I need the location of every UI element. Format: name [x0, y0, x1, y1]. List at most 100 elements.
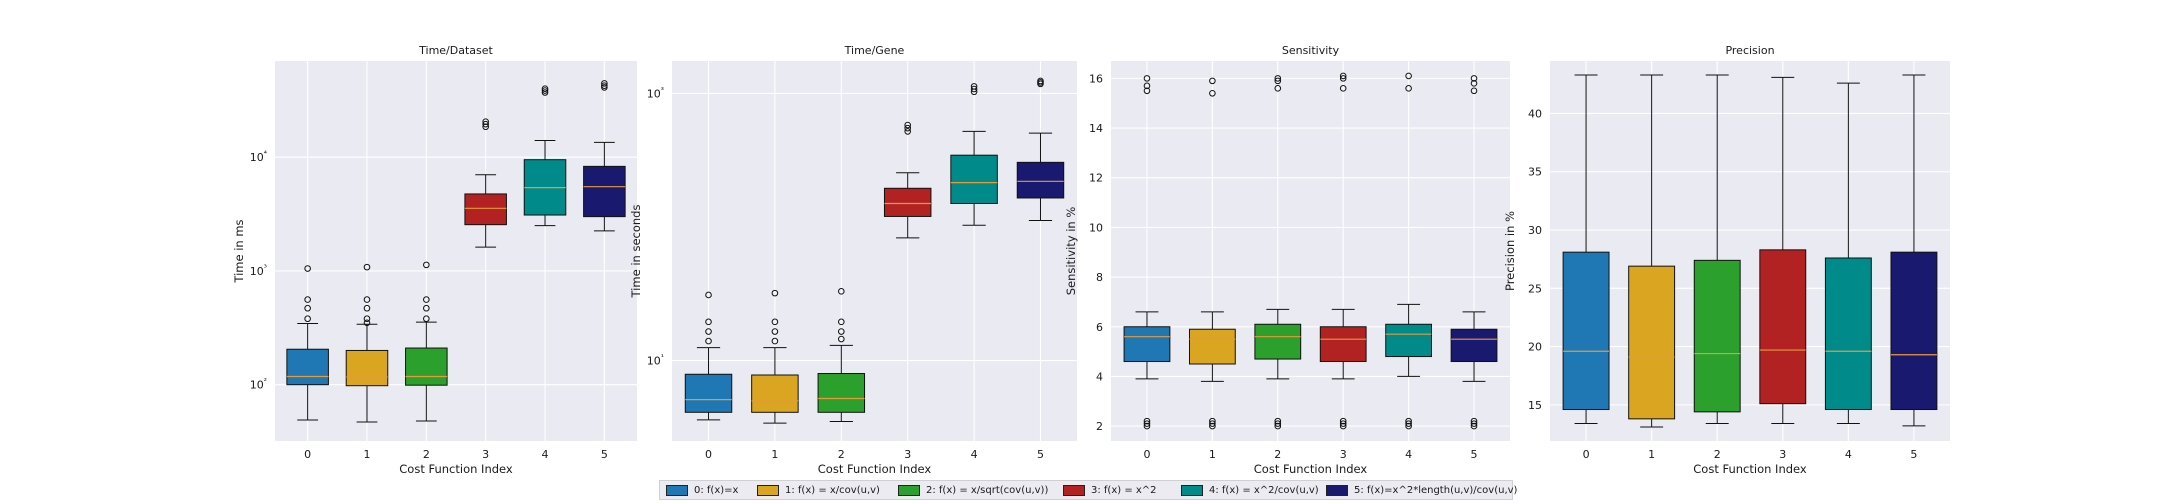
outlier-point: [1405, 85, 1412, 92]
x-tick-label: 3: [1340, 448, 1347, 461]
box-5: [583, 80, 626, 232]
outlier-point: [1209, 420, 1216, 427]
outlier-point: [904, 124, 911, 132]
iqr-box: [464, 193, 507, 226]
y-axis-label: Sensitivity in %: [1064, 207, 1078, 296]
x-tick-label: 0: [705, 448, 712, 461]
legend-item-5: 5: f(x)=x^2*length(u,v)/cov(u,v): [1326, 484, 1517, 497]
outlier-point: [1274, 75, 1282, 82]
outlier-point: [363, 315, 371, 323]
outlier-point: [705, 328, 712, 335]
box-4: [950, 83, 998, 226]
legend-swatch: [1063, 485, 1085, 496]
x-tick-label: 4: [542, 448, 549, 461]
chart-title: Sensitivity: [1282, 44, 1340, 57]
x-tick-label: 3: [1779, 448, 1786, 461]
outlier-point: [482, 118, 489, 125]
iqr-box: [950, 154, 998, 205]
outlier-point: [423, 304, 430, 312]
legend-label: 2: f(x) = x/sqrt(cov(u,v)): [926, 485, 1049, 496]
outlier-point: [1470, 75, 1478, 82]
iqr-box: [1016, 161, 1065, 199]
outlier-point: [304, 304, 311, 312]
legend-label: 1: f(x) = x/cov(u,v): [785, 485, 880, 496]
panel-0: Time/Dataset 10² 10³ 10⁴ 0 1 2 3 4 5 Cost Function…: [232, 44, 637, 476]
box-2: [1693, 74, 1741, 425]
outlier-point: [838, 318, 845, 326]
box-0: [1123, 75, 1171, 430]
y-tick-label: 10¹: [647, 353, 664, 368]
outlier-point: [1470, 417, 1478, 425]
outlier-point: [1339, 72, 1347, 80]
outlier-point: [1470, 422, 1478, 430]
box-3: [464, 118, 507, 248]
legend-swatch: [1326, 485, 1348, 496]
outlier-point: [1209, 417, 1216, 425]
outlier-point: [363, 319, 371, 327]
box-5: [1016, 77, 1065, 221]
outlier-point: [970, 85, 978, 93]
iqr-box: [405, 347, 448, 386]
x-tick-label: 0: [304, 448, 311, 461]
outlier-point: [1274, 417, 1282, 425]
outlier-point: [904, 128, 911, 135]
iqr-box: [1385, 323, 1433, 358]
iqr-box: [286, 348, 329, 386]
y-tick-label: 8: [1096, 271, 1103, 284]
box-4: [1824, 82, 1872, 425]
box-3: [1319, 72, 1367, 430]
outlier-point: [1339, 420, 1347, 427]
outlier-point: [771, 337, 779, 345]
plot-area: [1550, 61, 1950, 441]
outlier-point: [1143, 82, 1151, 90]
x-tick-label: 4: [1845, 448, 1852, 461]
outlier-point: [904, 121, 911, 129]
iqr-box: [684, 373, 733, 413]
iqr-box: [1562, 251, 1610, 411]
outlier-point: [1405, 417, 1412, 425]
x-tick-label: 0: [1143, 448, 1150, 461]
x-tick-label: 2: [1274, 448, 1281, 461]
x-tick-label: 2: [1714, 448, 1721, 461]
outlier-point: [1143, 422, 1151, 430]
y-tick-label: 2: [1096, 420, 1103, 433]
y-tick-label: 4: [1096, 370, 1103, 383]
outlier-point: [705, 337, 712, 345]
iqr-box: [1123, 326, 1171, 363]
iqr-box: [1693, 259, 1741, 413]
outlier-point: [482, 120, 489, 128]
box-1: [751, 289, 799, 424]
outlier-point: [1274, 420, 1282, 427]
box-2: [817, 288, 866, 422]
legend-swatch: [757, 485, 779, 496]
outlier-point: [1143, 87, 1151, 95]
x-tick-label: 5: [601, 448, 608, 461]
x-tick-label: 5: [1471, 448, 1478, 461]
x-tick-label: 2: [423, 448, 430, 461]
box-0: [684, 291, 733, 421]
outlier-point: [1274, 77, 1282, 85]
box-1: [1628, 74, 1676, 428]
outlier-point: [601, 84, 608, 91]
outlier-point: [1209, 89, 1216, 97]
y-axis-label: Time in seconds: [629, 205, 643, 299]
box-1: [345, 263, 389, 423]
outlier-point: [771, 289, 779, 297]
iqr-box: [345, 349, 389, 387]
outlier-point: [423, 296, 430, 303]
outlier-point: [1405, 72, 1412, 80]
y-axis-label: Precision in %: [1503, 211, 1517, 291]
outlier-point: [1339, 417, 1347, 425]
iqr-box: [1450, 328, 1498, 363]
outlier-point: [482, 123, 489, 131]
y-tick-label: 14: [1089, 122, 1103, 135]
y-tick-label: 25: [1528, 282, 1542, 295]
y-tick-label: 40: [1528, 107, 1542, 120]
box-0: [1562, 74, 1610, 425]
outlier-point: [1470, 80, 1478, 87]
outlier-point: [771, 328, 779, 335]
outlier-point: [363, 304, 371, 312]
y-tick-label: 10⁴: [250, 149, 267, 164]
outlier-point: [541, 89, 549, 96]
